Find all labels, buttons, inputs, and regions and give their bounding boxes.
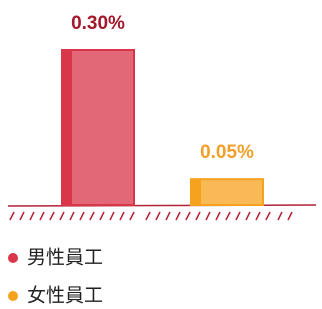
value-label: 0.05% (200, 142, 254, 163)
legend-label: 女性員工 (27, 285, 103, 307)
ground (8, 205, 316, 220)
value-label: 0.30% (71, 13, 125, 34)
legend-marker (8, 291, 18, 301)
legend-marker (8, 253, 18, 263)
legend-label: 男性員工 (27, 247, 103, 269)
bar-shade (191, 179, 201, 205)
bar (62, 50, 134, 205)
bar (191, 179, 263, 205)
chart: 0.30% 男性員工 0.05% 女性員工 (0, 0, 322, 309)
bar-shade (62, 50, 72, 205)
